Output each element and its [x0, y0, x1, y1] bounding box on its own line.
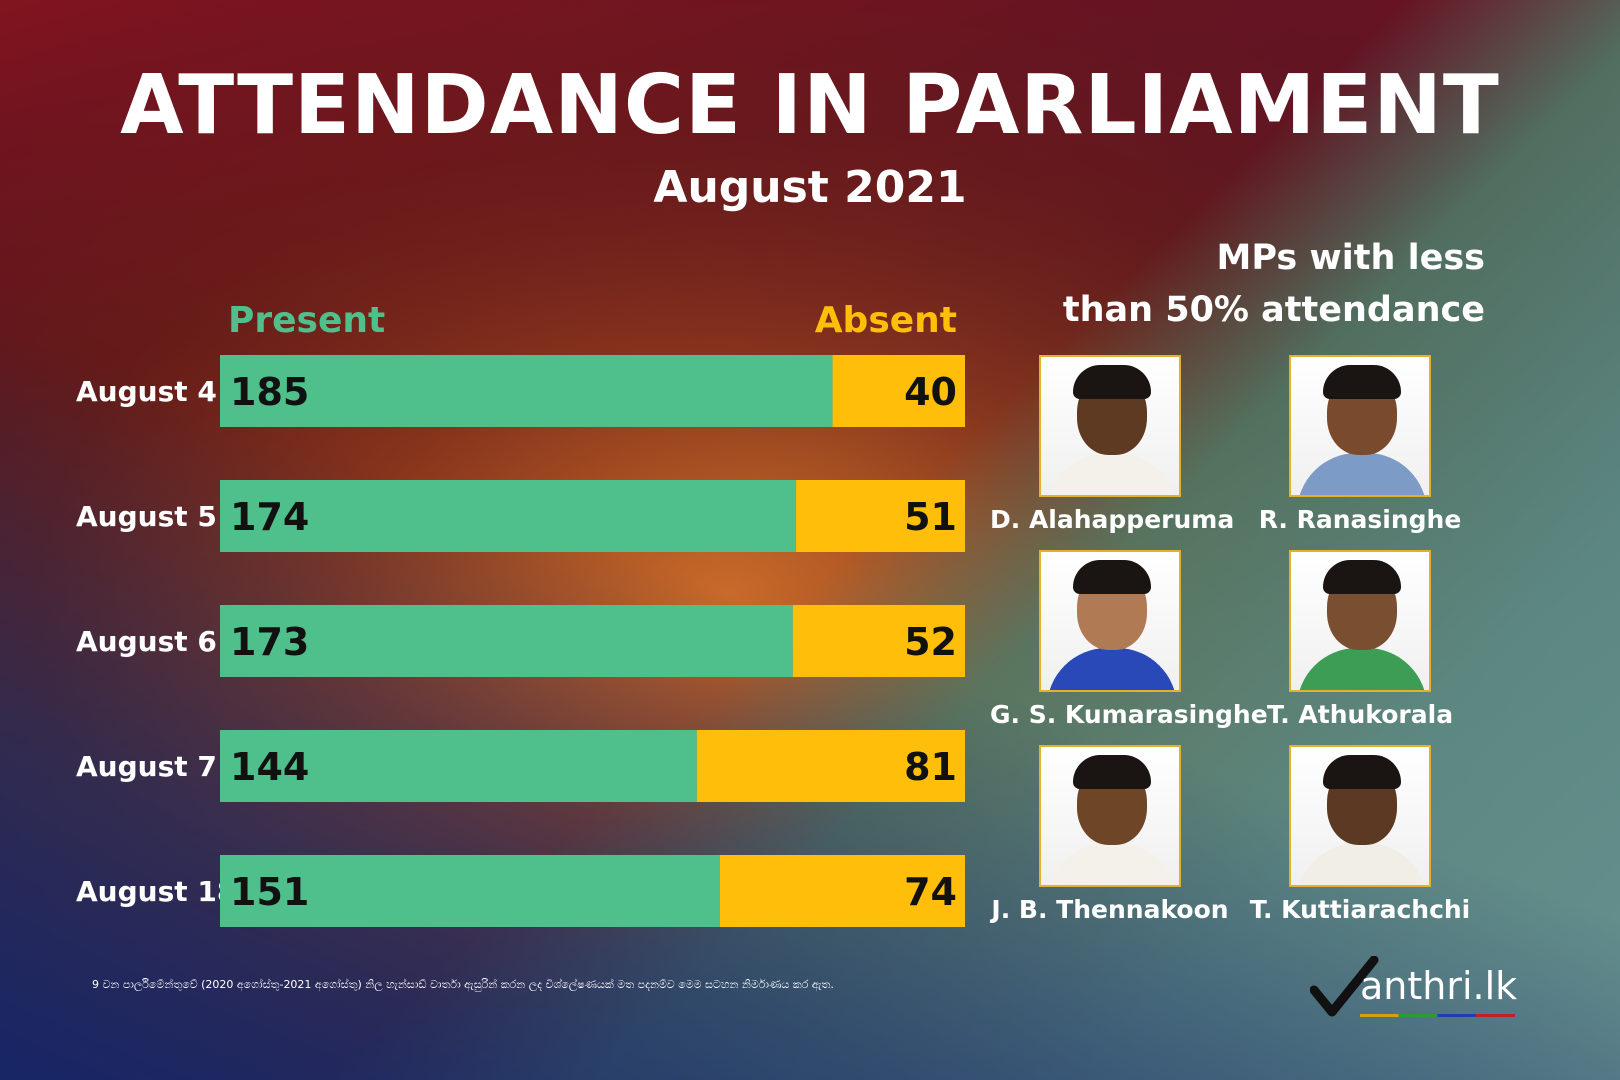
bar-row: August 5 174 51	[76, 480, 965, 552]
portrait-body	[1297, 453, 1427, 495]
portrait-hair	[1323, 365, 1401, 399]
present-value-label: 144	[230, 745, 309, 789]
category-label: August 7	[76, 750, 217, 783]
mp-card: R. Ranasinghe	[1240, 355, 1480, 534]
mp-section-heading: MPs with less than 50% attendance	[1020, 232, 1485, 336]
manthri-logo: anthri.lk	[1310, 956, 1530, 1020]
absent-value-label: 52	[904, 620, 957, 664]
absent-value-label: 81	[904, 745, 957, 789]
logo-text: anthri.lk	[1360, 964, 1518, 1008]
portrait-body	[1047, 843, 1177, 885]
checkmark-logo-icon	[1310, 956, 1379, 1017]
present-value-label: 151	[230, 870, 309, 914]
legend-present: Present	[228, 300, 386, 341]
absent-bar	[792, 605, 965, 677]
mp-name: T. Kuttiarachchi	[1249, 895, 1471, 924]
mp-photo	[1039, 355, 1181, 497]
absent-bar	[719, 855, 965, 927]
present-bar	[220, 605, 793, 677]
portrait-body	[1297, 648, 1427, 690]
mp-heading-line1: MPs with less	[1216, 238, 1485, 278]
absent-bar	[796, 480, 965, 552]
absent-value-label: 74	[904, 870, 957, 914]
mp-photo	[1289, 355, 1431, 497]
mp-name: R. Ranasinghe	[1258, 505, 1462, 534]
portrait-body	[1297, 843, 1427, 885]
bar-row: August 4 185 40	[76, 355, 965, 427]
category-label: August 4	[76, 375, 217, 408]
logo-underline	[1360, 1014, 1515, 1017]
absent-value-label: 51	[904, 495, 957, 539]
mp-card: D. Alahapperuma	[990, 355, 1235, 534]
footnote: 9 වන පාර්ලිමේන්තුවේ (2020 අගෝස්තු-2021 අ…	[92, 978, 834, 991]
portrait-hair	[1073, 755, 1151, 789]
mp-photo	[1289, 550, 1431, 692]
portrait-hair	[1073, 365, 1151, 399]
mp-card: J. B. Thennakoon	[990, 745, 1230, 924]
mp-card: G. S. Kumarasinghe	[990, 550, 1268, 729]
mp-name: D. Alahapperuma	[990, 505, 1235, 534]
portrait-body	[1047, 453, 1177, 495]
category-label: August 18	[76, 875, 236, 908]
mp-photo	[1289, 745, 1431, 887]
present-bar	[220, 355, 833, 427]
mp-card: T. Athukorala	[1240, 550, 1480, 729]
present-value-label: 173	[230, 620, 309, 664]
absent-bar	[832, 355, 965, 427]
present-bar	[220, 730, 697, 802]
category-label: August 6	[76, 625, 217, 658]
mp-heading-line2: than 50% attendance	[1062, 290, 1485, 330]
page-title: ATTENDANCE IN PARLIAMENT	[120, 58, 1500, 153]
present-value-label: 174	[230, 495, 309, 539]
present-bar	[220, 855, 720, 927]
mp-name: J. B. Thennakoon	[991, 895, 1229, 924]
mp-photo	[1039, 550, 1181, 692]
mp-name: T. Athukorala	[1266, 700, 1454, 729]
bar-row: August 6 173 52	[76, 605, 965, 677]
absent-bar	[696, 730, 965, 802]
absent-value-label: 40	[904, 370, 957, 414]
bar-row: August 7 144 81	[76, 730, 965, 802]
mp-name: G. S. Kumarasinghe	[990, 700, 1268, 729]
mp-photo	[1039, 745, 1181, 887]
portrait-hair	[1323, 560, 1401, 594]
portrait-hair	[1323, 755, 1401, 789]
portrait-hair	[1073, 560, 1151, 594]
mp-card: T. Kuttiarachchi	[1240, 745, 1480, 924]
present-bar	[220, 480, 797, 552]
page-subtitle: August 2021	[653, 162, 967, 213]
category-label: August 5	[76, 500, 217, 533]
portrait-body	[1047, 648, 1177, 690]
present-value-label: 185	[230, 370, 309, 414]
legend-absent: Absent	[814, 300, 957, 341]
